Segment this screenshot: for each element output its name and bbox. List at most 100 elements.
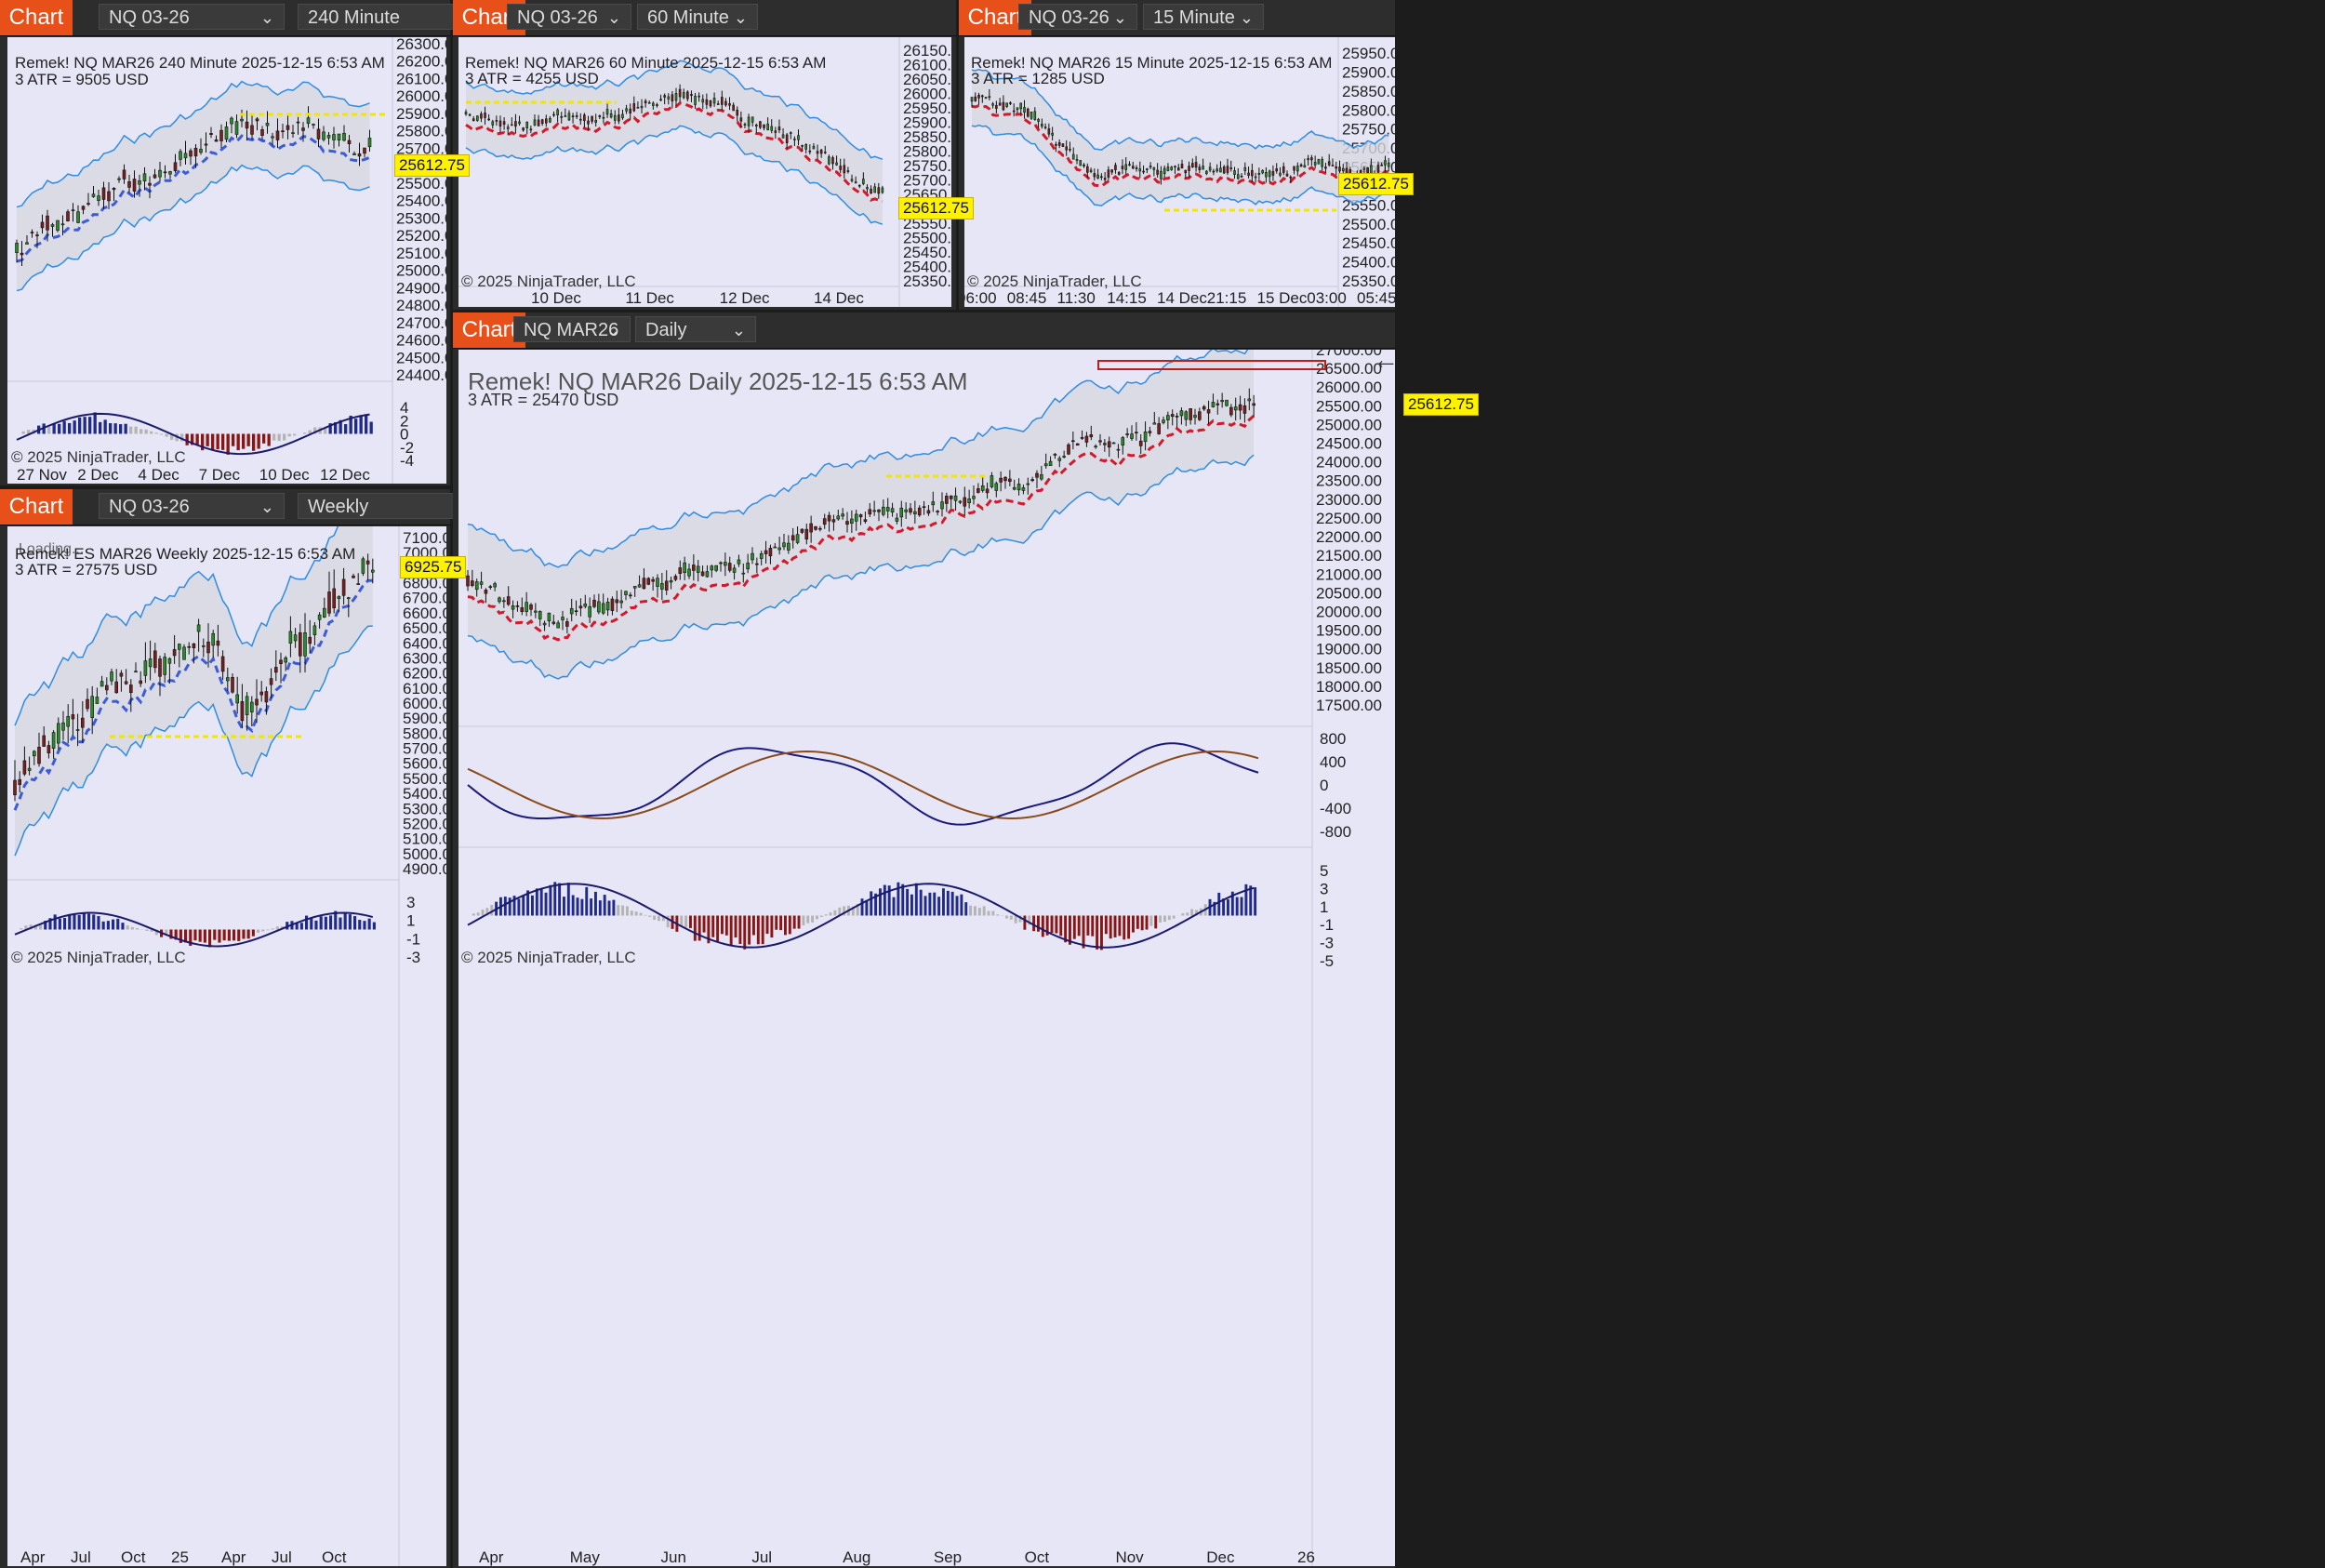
histogram-bar bbox=[113, 423, 117, 434]
histogram-bar bbox=[305, 915, 309, 930]
candle-body bbox=[66, 715, 71, 727]
chart-240min[interactable]: 26300.0026200.0026100.0026000.0025900.00… bbox=[7, 37, 446, 484]
x-tick-label: 12 Dec bbox=[320, 466, 370, 484]
period-label: 60 Minute bbox=[647, 7, 729, 28]
y-tick-label: 6600.00 bbox=[403, 605, 446, 622]
y-tick-label: 25100.00 bbox=[396, 245, 446, 262]
candle-body bbox=[547, 612, 551, 622]
candle-body bbox=[37, 747, 41, 764]
x-tick-label: 15 Dec bbox=[1257, 289, 1308, 307]
histogram-bar bbox=[914, 883, 918, 916]
period-selector[interactable]: Daily ⌄ bbox=[635, 316, 756, 342]
candle-body bbox=[768, 548, 773, 557]
histogram-bar bbox=[116, 918, 120, 930]
candle-body bbox=[552, 113, 555, 116]
osc-tick-label: 1 bbox=[1320, 898, 1328, 916]
chart-daily[interactable]: 27000.0026500.0026000.0025500.0025000.00… bbox=[458, 350, 1395, 1566]
candle-body bbox=[1268, 170, 1271, 178]
candle-body bbox=[214, 139, 219, 142]
instrument-selector[interactable]: NQ 03-26 ⌄ bbox=[99, 493, 285, 519]
candle-body bbox=[308, 636, 312, 644]
candle-body bbox=[843, 165, 846, 174]
candle-body bbox=[476, 115, 479, 121]
histogram-bar bbox=[522, 895, 525, 916]
candle-body bbox=[700, 571, 705, 577]
histogram-bar bbox=[275, 926, 279, 930]
candle-body bbox=[998, 102, 1002, 106]
histogram-bar bbox=[1254, 887, 1257, 916]
candle-body bbox=[279, 659, 283, 665]
histogram-bar bbox=[775, 915, 778, 930]
histogram-bar bbox=[48, 918, 52, 930]
candle-body bbox=[1016, 484, 1021, 491]
x-tick-label: 05:45 bbox=[1357, 289, 1395, 307]
period-selector[interactable]: Weekly⌄ bbox=[298, 493, 484, 519]
y-tick-label: 25700.00 bbox=[903, 172, 951, 190]
candle-body bbox=[1124, 164, 1128, 170]
candle-body bbox=[1282, 166, 1285, 173]
histogram-bar bbox=[1104, 915, 1108, 935]
x-tick-label: 11 Dec bbox=[625, 289, 674, 307]
chart-tab[interactable]: Chart bbox=[0, 0, 73, 35]
histogram-bar bbox=[39, 924, 43, 930]
histogram-bar bbox=[87, 913, 91, 930]
candle-body bbox=[60, 223, 65, 226]
histogram-bar bbox=[1055, 915, 1058, 934]
candle-body bbox=[1100, 176, 1103, 179]
y-tick-label: 6400.00 bbox=[403, 634, 446, 652]
histogram-bar bbox=[112, 919, 115, 930]
period-selector[interactable]: 60 Minute ⌄ bbox=[637, 4, 758, 30]
candle-body bbox=[1121, 437, 1125, 446]
candle-body bbox=[533, 119, 537, 126]
candle-body bbox=[71, 209, 75, 212]
histogram-bar bbox=[716, 915, 720, 942]
candle-body bbox=[1198, 411, 1202, 420]
candle-body bbox=[831, 519, 836, 523]
histogram-bar bbox=[372, 922, 376, 930]
back-arrow-icon[interactable]: ← bbox=[1373, 345, 1399, 374]
histogram-bar bbox=[626, 906, 629, 916]
lower-band-line bbox=[14, 625, 373, 857]
instrument-selector[interactable]: NQ 03-26 ⌄ bbox=[507, 4, 631, 30]
instrument-selector[interactable]: NQ 03-26 ⌄ bbox=[1018, 4, 1137, 30]
candle-body bbox=[686, 91, 689, 100]
candle-body bbox=[479, 581, 484, 585]
candle-body bbox=[168, 171, 172, 175]
candle-body bbox=[472, 118, 475, 122]
candle-body bbox=[822, 518, 827, 525]
histogram-bar bbox=[833, 910, 837, 916]
chart-tab[interactable]: Chart bbox=[0, 489, 73, 525]
instrument-selector[interactable]: NQ 03-26 ⌄ bbox=[99, 4, 285, 30]
candle-body bbox=[926, 510, 931, 514]
candle-body bbox=[293, 634, 298, 642]
candle-body bbox=[466, 575, 470, 587]
candle-body bbox=[632, 103, 636, 112]
histogram-bar bbox=[1181, 913, 1185, 916]
candle-body bbox=[605, 109, 609, 115]
histogram-bar bbox=[44, 921, 47, 930]
histogram-bar bbox=[806, 915, 810, 924]
candle-body bbox=[119, 672, 124, 677]
candle-body bbox=[1067, 444, 1070, 455]
candle-body bbox=[1012, 110, 1016, 113]
period-selector[interactable]: 15 Minute ⌄ bbox=[1143, 4, 1264, 30]
candle-body bbox=[819, 149, 823, 154]
candle-body bbox=[881, 187, 884, 193]
y-tick-label: 25400.00 bbox=[396, 193, 446, 210]
candle-body bbox=[301, 127, 305, 131]
candle-body bbox=[671, 94, 674, 101]
period-selector[interactable]: 240 Minute⌄ bbox=[298, 4, 484, 30]
histogram-bar bbox=[558, 883, 562, 916]
moving-average-line bbox=[465, 101, 884, 204]
osc-tick-label: -3 bbox=[406, 949, 420, 966]
histogram-bar bbox=[348, 914, 352, 930]
chart-15min[interactable]: 25950.0025900.00 25850.0025800.00 25750.00… bbox=[964, 37, 1395, 307]
candle-body bbox=[540, 119, 544, 125]
y-tick-label: 23500.00 bbox=[1316, 472, 1382, 490]
instrument-selector[interactable]: NQ MAR26 ⌄ bbox=[513, 316, 631, 342]
histogram-bar bbox=[987, 910, 990, 916]
y-tick-label: 21500.00 bbox=[1316, 547, 1382, 565]
candle-body bbox=[1313, 162, 1317, 166]
chart-weekly[interactable]: 7100.007000.006900.006800.006700.006600.… bbox=[7, 526, 446, 1566]
candle-body bbox=[337, 133, 341, 141]
